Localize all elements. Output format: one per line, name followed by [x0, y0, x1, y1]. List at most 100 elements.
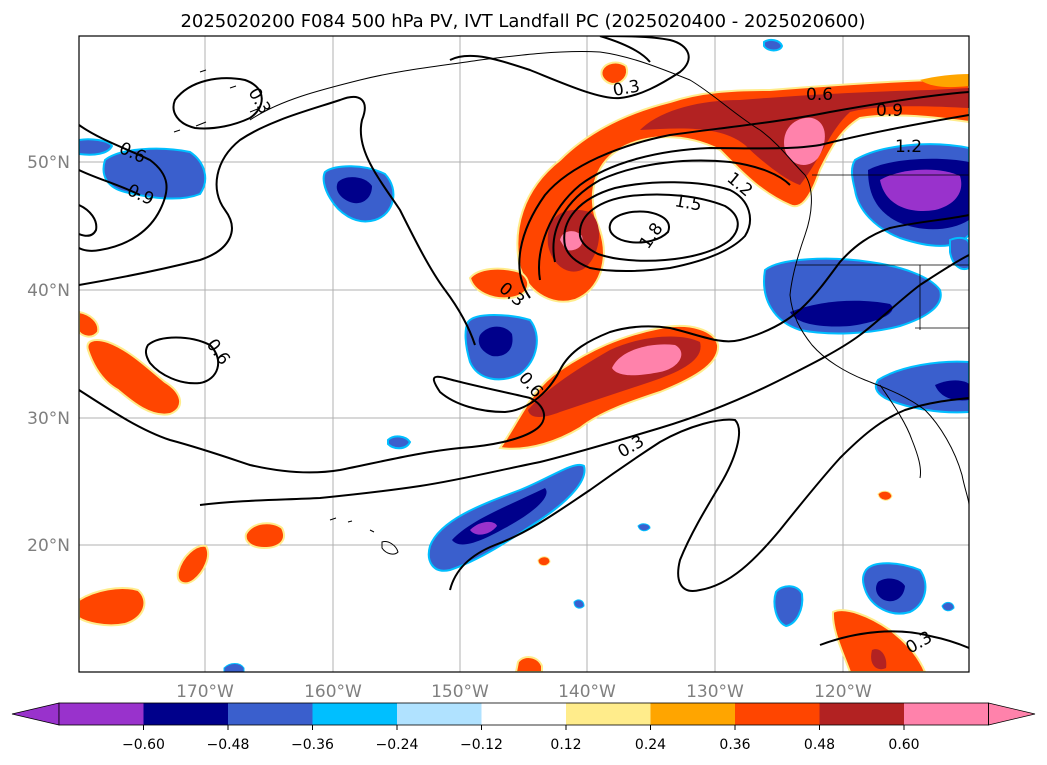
- anomaly-fill-036-e: [79, 310, 100, 338]
- coastline-north-america: [249, 51, 969, 506]
- anomaly-fill-neg048-f: [478, 326, 513, 357]
- colorbar-segment: [397, 703, 482, 725]
- contour-0.6-jet: [518, 91, 969, 299]
- contour-label: 0.6: [806, 85, 833, 105]
- anomaly-fill-neg060-e: [470, 521, 497, 535]
- colorbar-segment: [904, 703, 989, 725]
- contour-0.9-jet: [538, 114, 969, 281]
- anomaly-fill-neg036-q: [941, 601, 955, 612]
- colorbar-segment: [735, 703, 820, 725]
- colorbar-label: 0.60: [888, 737, 919, 753]
- anomaly-fill-neg036-c: [949, 236, 969, 270]
- colorbar-label: 0.48: [804, 737, 835, 753]
- lat-label: 20°N: [27, 536, 70, 556]
- anomaly-fill-036-c: [468, 267, 530, 300]
- anomaly-fill-036-d: [86, 339, 181, 416]
- west-pacific-positive-anomalies: [79, 310, 285, 627]
- anomaly-fill-036-i: [600, 61, 628, 86]
- anomaly-fill-neg036-l: [763, 38, 784, 52]
- lon-label: 120°W: [814, 682, 872, 702]
- contour-1.2-closed: [563, 181, 751, 272]
- colorbar-label: −0.12: [460, 737, 503, 753]
- anomaly-fill-neg036-i: [79, 138, 114, 156]
- colorbar-segment: [819, 703, 904, 725]
- coastlines: [173, 51, 969, 555]
- contour-0.6-closed-b: [144, 336, 220, 385]
- baja-negative-anomaly: [874, 360, 969, 414]
- colorbar-segment: [650, 703, 735, 725]
- contour-label: 0.9: [876, 101, 903, 121]
- colorbar-extend-high: [988, 702, 1036, 726]
- contour-0.3-southeast-b: [819, 630, 969, 649]
- anomaly-fill-neg036-m: [387, 435, 412, 450]
- anomaly-fill-036-l: [877, 490, 893, 501]
- anomaly-fill-036-j: [831, 609, 927, 672]
- contour-1.5-closed: [578, 193, 739, 262]
- colorbar-segment: [566, 703, 651, 725]
- latitude-labels: 50°N 40°N 30°N 20°N: [27, 153, 70, 556]
- anomaly-fill-neg036-o: [637, 523, 651, 532]
- california-negative-anomaly: [763, 257, 942, 335]
- contour-0.3-closed-a: [172, 77, 263, 130]
- colorbar-segment: [481, 703, 566, 725]
- anomaly-fill-048-j: [871, 649, 887, 670]
- anomaly-fill-036-g: [176, 544, 210, 585]
- contour-0.3-north: [449, 36, 690, 100]
- contour-0.3-tropical-loop: [449, 397, 969, 592]
- colorbar-label: 0.12: [550, 737, 581, 753]
- contour-1.8-closed: [608, 210, 670, 244]
- lon-label: 140°W: [558, 682, 616, 702]
- anomaly-fill-036: [516, 76, 969, 303]
- contour-1.2-northwest: [79, 204, 98, 237]
- contour-label: 1.2: [895, 137, 922, 157]
- lat-label: 40°N: [27, 281, 70, 301]
- contour-0.9-northwest: [79, 169, 141, 196]
- colorbar-segment: [312, 703, 397, 725]
- colorbar-tick-labels: −0.60 −0.48 −0.36 −0.24 −0.12 0.12 0.24 …: [122, 737, 920, 753]
- map-frame: [78, 35, 970, 673]
- colorbar: −0.60 −0.48 −0.36 −0.24 −0.12 0.12 0.24 …: [11, 702, 1036, 753]
- anomaly-fill-060-b: [612, 344, 682, 376]
- colorbar-label: 0.24: [635, 737, 666, 753]
- anomaly-fill-neg048-j: [876, 578, 905, 602]
- colorbar-extend-low: [11, 702, 60, 726]
- anomaly-fill-024: [920, 74, 969, 88]
- colorbar-segment: [59, 703, 144, 725]
- colorbar-segment: [228, 703, 313, 725]
- lon-label: 160°W: [304, 682, 362, 702]
- contour-0.6-northwest: [79, 124, 168, 252]
- lon-label: 170°W: [176, 682, 234, 702]
- anomaly-fill-neg036-d: [874, 360, 969, 414]
- positive-anomaly-fills: [79, 61, 969, 672]
- anomaly-fill-neg048-b: [790, 300, 893, 327]
- lat-label: 30°N: [27, 409, 70, 429]
- central-pacific-negative-anomaly: [464, 314, 538, 381]
- contour-0.3-southeast: [79, 214, 969, 474]
- map-panel: 0.3 0.3 0.3 0.3 0.3 0.6 0.6 0.6 0.6 0.9 …: [78, 35, 970, 673]
- contour-1.2-jet: [552, 159, 791, 263]
- contour-label: 1.5: [673, 191, 703, 215]
- colorbar-label: −0.24: [376, 737, 419, 753]
- lon-label: 130°W: [686, 682, 744, 702]
- anomaly-fill-neg060: [880, 169, 962, 211]
- admin-borders: [795, 174, 969, 330]
- coastline-baja: [879, 384, 921, 479]
- northwest-pacific-negative-anomaly: [322, 165, 395, 223]
- coastline-aleutians: [173, 69, 261, 133]
- colorbar-label: −0.36: [291, 737, 334, 753]
- anomaly-fill-neg036-k: [773, 585, 804, 628]
- colorbar-label: −0.48: [207, 737, 250, 753]
- anomaly-fill-neg048-d: [935, 380, 969, 401]
- coastline-hawaii: [329, 517, 399, 555]
- contour-0.3-north-b: [599, 36, 651, 63]
- pv-contours: [79, 36, 969, 649]
- lat-label: 50°N: [27, 153, 70, 173]
- gulf-of-alaska-positive-anomaly: [516, 76, 969, 303]
- lon-label: 150°W: [431, 682, 489, 702]
- negative-anomaly-fills: [79, 38, 969, 672]
- subtropical-negative-anomaly: [427, 463, 586, 572]
- anomaly-fill-036-m: [537, 556, 551, 567]
- colorbar-segment: [143, 703, 228, 725]
- anomaly-fill-neg048-g: [336, 177, 372, 204]
